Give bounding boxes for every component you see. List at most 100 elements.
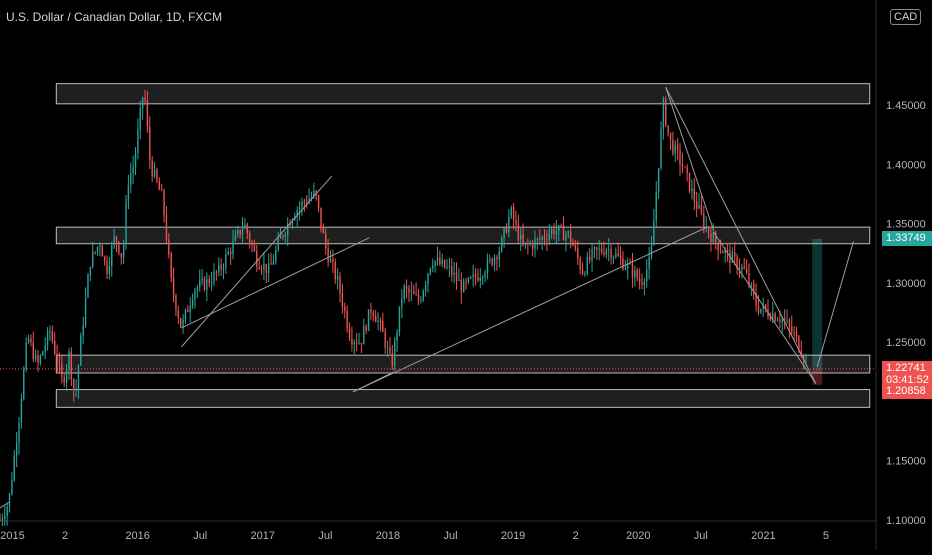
candle-body [524,242,527,245]
candle-body [650,245,653,257]
y-tick-label: 1.15000 [886,456,926,468]
candle-body [688,172,691,192]
candle-body [151,160,153,177]
candle-body [237,229,239,235]
candle-body [327,248,329,262]
candle-body [636,270,638,279]
candle-body [272,261,275,265]
candle-body [394,341,396,367]
candle-body [676,144,679,151]
x-tick-label: 2016 [125,530,149,542]
candle-body [27,338,30,343]
candle-body [287,223,289,235]
candle-body [798,336,800,351]
candle-body [648,256,650,269]
candle-body [68,351,70,369]
x-tick-label: 2017 [251,530,275,542]
candle-body [374,315,377,322]
candle-body [348,328,351,339]
candle-body [194,290,196,300]
candle-body [550,228,553,234]
candle-body [0,520,1,521]
candle-body [686,167,688,173]
candle-body [439,257,441,265]
candle-body [258,266,260,269]
candle-body [734,252,736,257]
candle-body [750,284,753,286]
candle-body [325,233,327,249]
trend-line [816,241,854,368]
candle-body [627,263,629,269]
candle-body [403,285,405,300]
candle-body [134,152,137,168]
candle-body [491,258,493,265]
candle-body [115,236,118,242]
candle-body [363,326,365,345]
price-label: 1.33749 [882,230,932,246]
candle-body [500,237,503,252]
candle-body [75,389,77,391]
candle-body [130,173,132,186]
x-tick-label: 2018 [376,530,400,542]
candle-body [277,238,279,250]
candle-body [443,259,446,268]
candle-body [82,325,84,336]
candle-body [539,238,541,241]
candle-body [512,207,515,221]
candle-body [208,279,210,284]
candle-body [695,201,698,209]
x-tick-label: 2 [573,530,579,542]
candle-body [308,198,310,204]
candle-body [681,164,684,167]
candle-body [122,244,125,258]
candle-body [94,251,96,253]
candle-body [51,330,54,341]
candle-body [46,330,49,346]
candle-body [384,331,386,349]
candle-body [120,253,122,258]
candle-body [92,251,94,267]
candle-body [477,277,479,281]
candle-body [346,310,348,329]
candle-body [558,225,560,232]
candle-body [546,239,548,241]
candle-body [710,233,712,242]
candle-body [317,195,320,208]
candle-body [42,351,44,356]
candle-body [724,250,726,254]
candle-body [562,225,565,241]
candle-body [534,239,536,249]
candle-body [753,284,755,294]
candle-body [674,144,676,154]
candle-body [344,306,346,311]
candle-body [4,516,6,519]
candle-body [745,268,748,273]
candle-body [355,342,358,344]
candle-body [805,359,807,361]
x-tick-label: Jul [443,530,457,542]
candle-body [18,422,20,444]
candle-body [260,268,263,270]
candle-body [548,233,550,241]
candle-body [358,342,360,344]
candle-body [8,493,11,507]
candle-body [322,227,325,234]
x-tick-label: 2019 [501,530,525,542]
candle-body [703,212,705,227]
trend-line [352,371,395,393]
candle-body [263,263,265,270]
candle-body [486,259,489,274]
candle-body [329,259,332,262]
candle-body [96,246,99,252]
candle-body [496,257,498,260]
candle-body [434,261,436,266]
currency-badge[interactable]: CAD [890,9,922,25]
candle-body [218,264,220,273]
candle-body [339,276,341,294]
candle-body [89,266,92,275]
chart-title: U.S. Dollar / Canadian Dollar, 1D, FXCM [6,10,223,24]
candle-body [555,231,558,235]
candle-body [391,352,394,367]
